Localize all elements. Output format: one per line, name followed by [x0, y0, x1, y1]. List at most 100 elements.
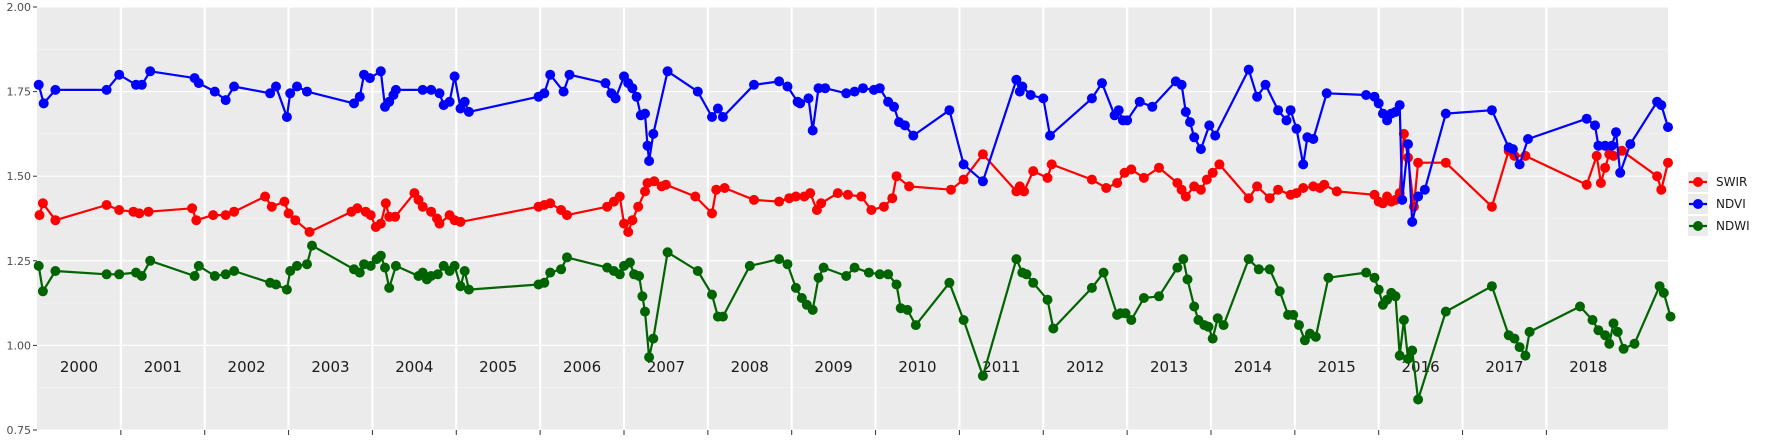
year-label: 2003: [311, 358, 349, 376]
data-point-swir: [878, 201, 889, 212]
data-point-swir: [50, 215, 61, 226]
data-point-ndvi: [692, 86, 703, 97]
data-point-ndwi: [1189, 301, 1200, 312]
year-label: 2001: [144, 358, 182, 376]
data-point-ndvi: [136, 79, 147, 90]
data-point-ndwi: [849, 262, 860, 273]
data-point-ndwi: [790, 282, 801, 293]
data-point-ndwi: [1274, 286, 1285, 297]
data-point-ndvi: [564, 69, 575, 80]
data-point-ndwi: [1600, 330, 1611, 341]
data-point-ndvi: [463, 106, 474, 117]
data-point-ndvi: [1045, 130, 1055, 141]
data-point-ndvi: [627, 83, 638, 94]
data-point-ndvi: [908, 130, 919, 141]
data-point-ndvi: [717, 112, 728, 122]
data-point-ndvi: [807, 125, 818, 136]
data-point-swir: [390, 211, 401, 222]
data-point-ndwi: [1608, 318, 1619, 329]
data-point-swir: [1028, 166, 1039, 177]
data-point-swir: [426, 206, 437, 217]
data-point-swir: [1600, 162, 1611, 173]
year-label: 2015: [1318, 358, 1356, 376]
year-label: 2009: [815, 358, 853, 376]
data-point-ndvi: [662, 66, 673, 77]
data-point-ndvi: [1656, 100, 1667, 111]
data-point-ndwi: [432, 269, 443, 280]
data-point-ndvi: [795, 98, 806, 109]
data-point-swir: [805, 188, 816, 199]
legend-item-ndwi: NDWI: [1688, 216, 1750, 236]
legend-key-point: [1693, 199, 1703, 209]
data-point-ndwi: [648, 333, 659, 344]
data-point-ndwi: [271, 279, 281, 290]
data-point-ndvi: [302, 86, 312, 97]
data-point-swir: [101, 200, 112, 210]
data-point-ndvi: [145, 66, 156, 77]
data-point-swir: [1195, 184, 1206, 195]
data-point-ndwi: [307, 240, 317, 251]
data-point-ndwi: [1011, 254, 1022, 265]
data-point-swir: [832, 188, 843, 199]
data-point-swir: [790, 191, 801, 202]
data-point-ndwi: [1182, 274, 1193, 285]
data-point-ndwi: [459, 266, 470, 276]
data-point-ndvi: [281, 112, 292, 122]
data-point-ndwi: [634, 271, 645, 281]
data-point-ndwi: [1486, 281, 1497, 292]
data-point-ndwi: [220, 269, 231, 280]
data-point-ndwi: [1042, 294, 1053, 305]
data-point-ndwi: [1604, 338, 1615, 349]
data-point-ndwi: [1629, 338, 1640, 349]
data-point-swir: [304, 227, 315, 237]
data-point-ndvi: [944, 105, 955, 116]
data-point-swir: [143, 206, 154, 217]
data-point-swir: [1273, 184, 1284, 195]
year-label: 2010: [898, 358, 936, 376]
data-point-swir: [1214, 159, 1225, 170]
data-point-swir: [279, 196, 290, 207]
data-point-ndwi: [1048, 323, 1059, 334]
data-point-ndvi: [1038, 93, 1049, 104]
data-point-ndwi: [891, 279, 902, 290]
data-point-swir: [627, 215, 638, 226]
data-point-ndvi: [220, 95, 231, 106]
data-point-swir: [352, 203, 363, 214]
year-label: 2014: [1234, 358, 1272, 376]
data-point-ndwi: [874, 269, 885, 280]
data-point-ndvi: [1086, 93, 1097, 104]
data-point-ndwi: [640, 306, 650, 317]
data-point-swir: [290, 215, 301, 226]
data-point-ndwi: [1373, 284, 1384, 295]
data-point-ndwi: [1361, 267, 1372, 278]
data-point-ndwi: [189, 271, 200, 281]
data-point-ndvi: [1486, 105, 1497, 116]
data-point-swir: [774, 196, 785, 207]
data-point-swir: [365, 210, 376, 221]
data-point-ndwi: [1264, 264, 1275, 275]
data-point-ndvi: [1321, 88, 1332, 99]
data-point-ndvi: [1440, 108, 1451, 119]
year-label: 2018: [1569, 358, 1607, 376]
data-point-ndvi: [285, 88, 296, 99]
data-point-swir: [1252, 181, 1263, 192]
data-point-ndvi: [229, 81, 240, 92]
data-point-ndvi: [459, 96, 470, 107]
data-point-swir: [1595, 178, 1606, 188]
data-point-ndvi: [1291, 123, 1302, 134]
data-point-ndvi: [1373, 98, 1384, 109]
data-point-swir: [1616, 145, 1627, 156]
data-point-ndvi: [1189, 132, 1200, 143]
data-point-swir: [887, 193, 898, 204]
data-point-ndwi: [281, 284, 292, 295]
data-point-ndvi: [1615, 167, 1626, 178]
data-point-swir: [1608, 150, 1619, 161]
data-point-ndwi: [624, 257, 635, 268]
data-point-ndvi: [642, 140, 653, 151]
data-point-ndvi: [1281, 115, 1292, 126]
data-point-ndwi: [539, 277, 550, 288]
data-point-swir: [1201, 174, 1212, 185]
data-point-swir: [977, 149, 988, 160]
data-point-ndvi: [820, 83, 831, 94]
data-point-ndvi: [417, 84, 428, 95]
